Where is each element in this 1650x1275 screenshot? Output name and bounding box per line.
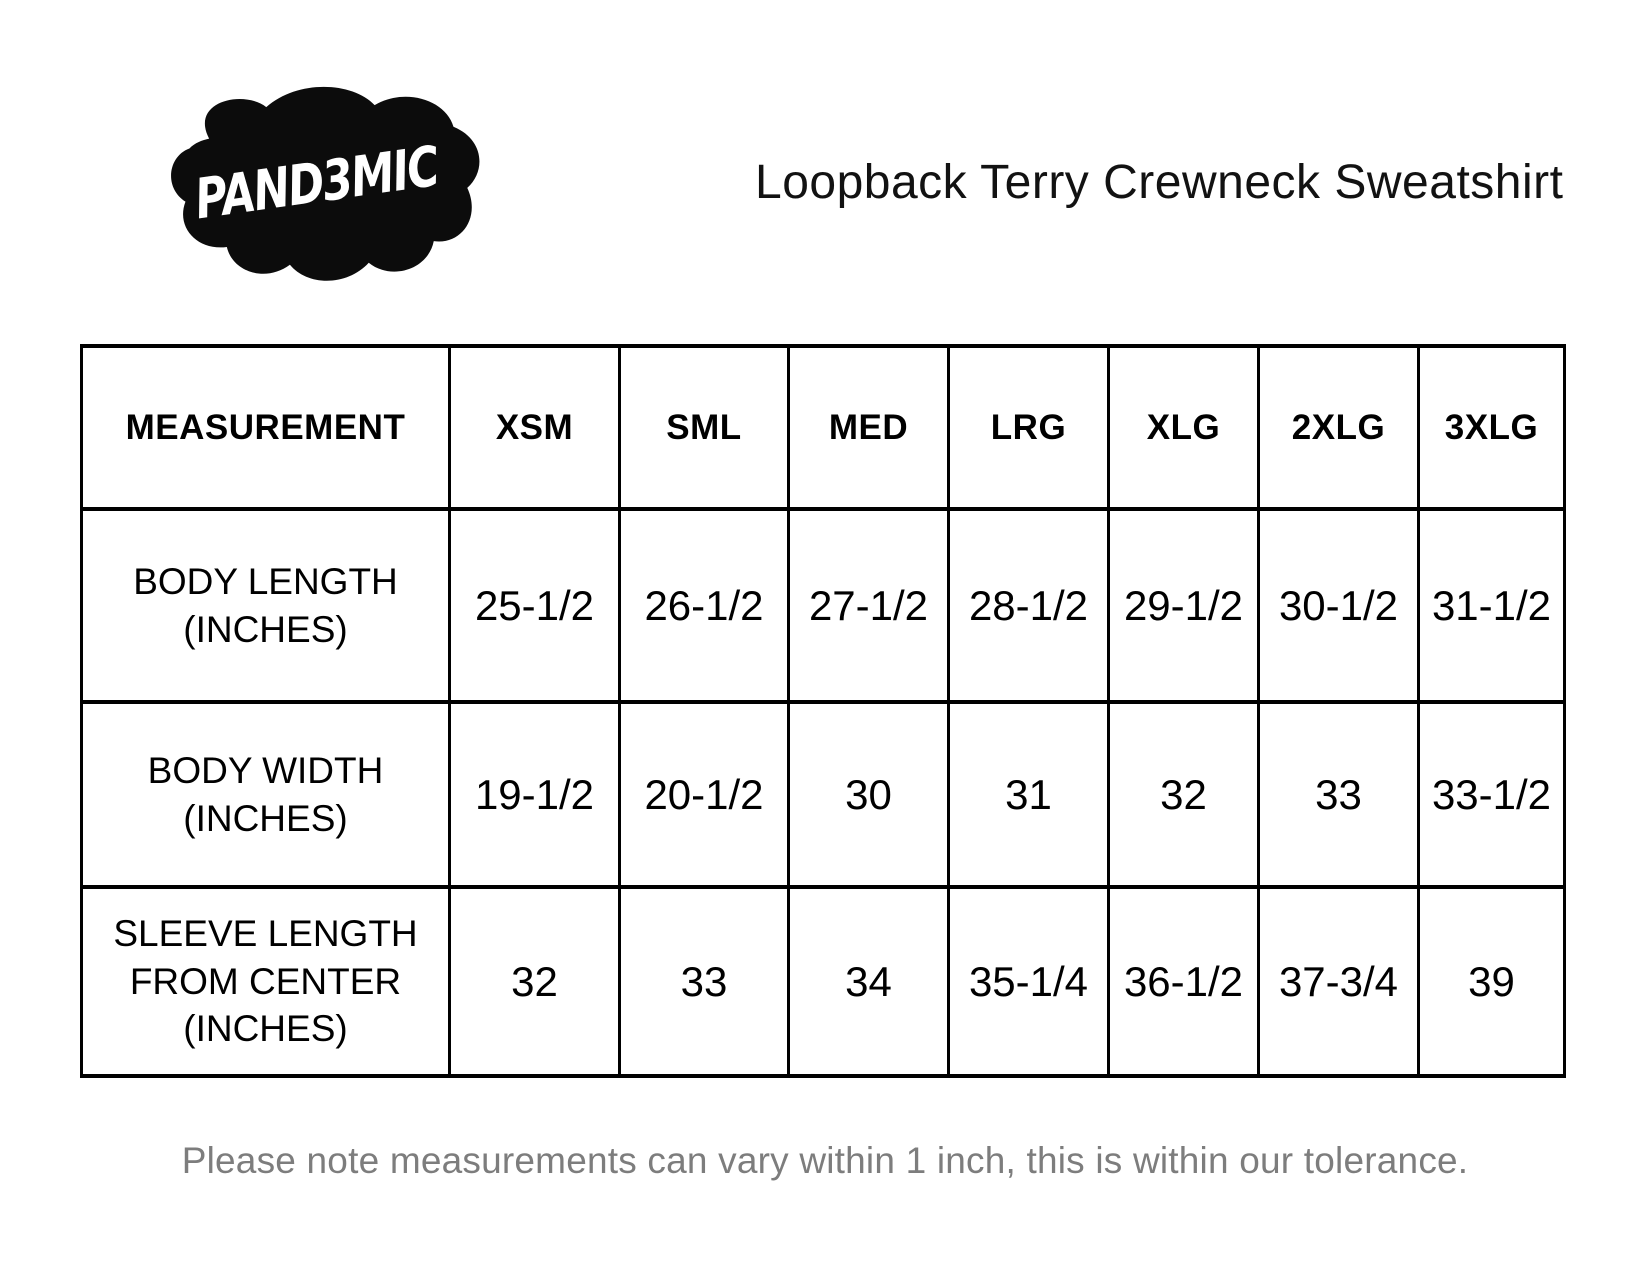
size-value-cell: 33 [618, 885, 790, 1078]
size-value-cell: 20-1/2 [618, 700, 790, 889]
table-row-body-width: BODY WIDTH (INCHES) 19-1/2 20-1/2 30 31 … [80, 700, 1566, 889]
size-value-cell: 26-1/2 [618, 507, 790, 704]
size-value-cell: 32 [448, 885, 621, 1078]
column-header-2xlg: 2XLG [1257, 344, 1420, 511]
brand-logo: PAND3MIC [150, 60, 485, 300]
row-label-body-width: BODY WIDTH (INCHES) [80, 700, 451, 889]
row-label-body-length: BODY LENGTH (INCHES) [80, 507, 451, 704]
row-label-sleeve-length: SLEEVE LENGTH FROM CENTER (INCHES) [80, 885, 451, 1078]
size-value-cell: 35-1/4 [947, 885, 1110, 1078]
logo-blob-shape [171, 86, 480, 281]
size-value-cell: 30 [787, 700, 950, 889]
column-header-3xlg: 3XLG [1417, 344, 1566, 511]
size-chart-table: MEASUREMENT XSM SML MED LRG XLG 2XLG 3XL… [80, 344, 1566, 1078]
table-header-row: MEASUREMENT XSM SML MED LRG XLG 2XLG 3XL… [80, 344, 1566, 511]
size-value-cell: 28-1/2 [947, 507, 1110, 704]
size-value-cell: 36-1/2 [1107, 885, 1260, 1078]
table-row-body-length: BODY LENGTH (INCHES) 25-1/2 26-1/2 27-1/… [80, 507, 1566, 704]
size-value-cell: 31-1/2 [1417, 507, 1566, 704]
column-header-xlg: XLG [1107, 344, 1260, 511]
size-value-cell: 37-3/4 [1257, 885, 1420, 1078]
column-header-lrg: LRG [947, 344, 1110, 511]
size-value-cell: 34 [787, 885, 950, 1078]
size-value-cell: 31 [947, 700, 1110, 889]
size-value-cell: 19-1/2 [448, 700, 621, 889]
size-value-cell: 25-1/2 [448, 507, 621, 704]
column-header-measurement: MEASUREMENT [80, 344, 451, 511]
column-header-med: MED [787, 344, 950, 511]
size-value-cell: 33 [1257, 700, 1420, 889]
size-value-cell: 32 [1107, 700, 1260, 889]
column-header-xsm: XSM [448, 344, 621, 511]
size-value-cell: 29-1/2 [1107, 507, 1260, 704]
brand-logo-sticker: PAND3MIC [171, 86, 480, 281]
size-value-cell: 27-1/2 [787, 507, 950, 704]
size-value-cell: 30-1/2 [1257, 507, 1420, 704]
tolerance-note: Please note measurements can vary within… [181, 1140, 1469, 1181]
size-value-cell: 33-1/2 [1417, 700, 1566, 889]
size-value-cell: 39 [1417, 885, 1566, 1078]
table-row-sleeve-length: SLEEVE LENGTH FROM CENTER (INCHES) 32 33… [80, 885, 1566, 1078]
page-title: Loopback Terry Crewneck Sweatshirt [755, 156, 1564, 209]
column-header-sml: SML [618, 344, 790, 511]
